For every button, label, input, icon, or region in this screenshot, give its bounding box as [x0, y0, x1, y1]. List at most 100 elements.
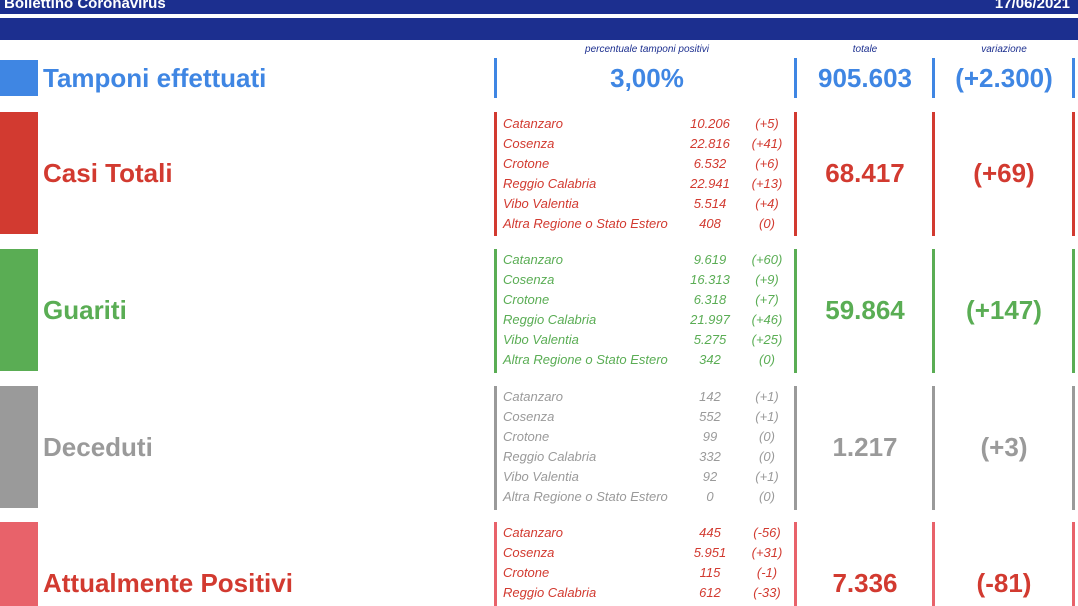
province-name: Vibo Valentia: [503, 469, 579, 484]
province-variation: (+6): [755, 156, 779, 171]
province-value: 99: [702, 429, 718, 444]
bulletin-title: Bollettino Coronavirus: [4, 0, 166, 12]
column-header-variazione: variazione: [981, 44, 1027, 55]
province-row: Reggio Calabria 22.941 (+13): [503, 174, 793, 194]
province-value: 10.206: [690, 116, 730, 131]
divider: [794, 58, 797, 98]
province-variation: (+13): [751, 176, 783, 191]
guariti-color-bar: [0, 249, 38, 371]
province-variation: (0): [759, 216, 775, 231]
province-row: Crotone 99 (0): [503, 427, 793, 447]
guariti-province-list: Catanzaro 9.619 (+60) Cosenza 16.313 (+9) Cr…: [503, 250, 793, 370]
province-variation: (+25): [751, 332, 783, 347]
province-variation: (0): [759, 449, 775, 464]
deceduti-label: Deceduti: [43, 432, 153, 462]
header-bar: Bollettino Coronavirus 17/06/2021: [0, 0, 1078, 14]
province-variation: (+1): [755, 409, 779, 424]
province-row: Cosenza 5.951 (+31): [503, 543, 793, 563]
province-row: Crotone 115 (-1): [503, 563, 793, 583]
province-variation: (+9): [755, 272, 779, 287]
divider: [794, 386, 797, 510]
province-name: Cosenza: [503, 409, 555, 424]
divider: [794, 522, 797, 606]
divider: [1072, 249, 1075, 373]
province-value: 408: [699, 216, 721, 231]
province-row: Cosenza 552 (+1): [503, 407, 793, 427]
province-row: Catanzaro 142 (+1): [503, 387, 793, 407]
province-variation: (0): [759, 489, 775, 504]
province-value: 6.532: [693, 156, 727, 171]
province-name: Cosenza: [503, 272, 555, 287]
province-row: Catanzaro 9.619 (+60): [503, 250, 793, 270]
province-row: Catanzaro 445 (-56): [503, 523, 793, 543]
province-row: Reggio Calabria 21.997 (+46): [503, 310, 793, 330]
province-name: Catanzaro: [503, 252, 563, 267]
province-variation: (+1): [755, 389, 779, 404]
casi-label: Casi Totali: [43, 158, 173, 188]
province-name: Cosenza: [503, 545, 555, 560]
province-value: 9.619: [693, 252, 727, 267]
deceduti-totale: 1.217: [832, 432, 898, 462]
province-row: Vibo Valentia 5.275 (+25): [503, 330, 793, 350]
tamponi-percent: 3,00%: [610, 63, 684, 93]
tamponi-variazione: (+2.300): [955, 63, 1053, 93]
province-value: 142: [699, 389, 721, 404]
tamponi-label: Tamponi effettuati: [43, 63, 267, 93]
province-value: 5.951: [693, 545, 727, 560]
province-value: 6.318: [693, 292, 727, 307]
province-value: 0: [706, 489, 714, 504]
divider: [494, 249, 497, 373]
province-name: Crotone: [503, 565, 550, 580]
province-name: Crotone: [503, 429, 550, 444]
province-variation: (0): [759, 429, 775, 444]
province-variation: (+41): [751, 136, 783, 151]
province-name: Crotone: [503, 156, 550, 171]
divider: [494, 112, 497, 236]
province-name: Cosenza: [503, 136, 555, 151]
province-row: Cosenza 16.313 (+9): [503, 270, 793, 290]
province-row: Crotone 6.318 (+7): [503, 290, 793, 310]
guariti-totale: 59.864: [825, 295, 905, 325]
divider: [932, 522, 935, 606]
guariti-label: Guariti: [43, 295, 127, 325]
guariti-variazione: (+147): [966, 295, 1042, 325]
province-value: 22.941: [690, 176, 730, 191]
province-value: 5.275: [693, 332, 727, 347]
deceduti-color-bar: [0, 386, 38, 508]
province-name: Reggio Calabria: [503, 312, 597, 327]
province-name: Reggio Calabria: [503, 585, 597, 600]
divider: [932, 112, 935, 236]
casi-province-list: Catanzaro 10.206 (+5) Cosenza 22.816 (+41) C…: [503, 114, 793, 234]
positivi-label: Attualmente Positivi: [43, 568, 293, 598]
province-name: Catanzaro: [503, 116, 563, 131]
province-value: 22.816: [690, 136, 730, 151]
province-variation: (-56): [753, 525, 781, 540]
province-row: Reggio Calabria 612 (-33): [503, 583, 793, 603]
province-variation: (+46): [751, 312, 783, 327]
divider: [932, 386, 935, 510]
province-variation: (-33): [753, 585, 781, 600]
divider: [1072, 522, 1075, 606]
province-name: Vibo Valentia: [503, 196, 579, 211]
deceduti-province-list: Catanzaro 142 (+1) Cosenza 552 (+1) Crotone 9…: [503, 387, 793, 507]
province-row: Crotone 6.532 (+6): [503, 154, 793, 174]
divider: [794, 112, 797, 236]
casi-variazione: (+69): [973, 158, 1035, 188]
province-variation: (+1): [755, 469, 779, 484]
section-tamponi: Tamponi effettuati 3,00% 905.603 (+2.300…: [0, 58, 1078, 98]
divider: [494, 58, 497, 98]
section-deceduti: Deceduti Catanzaro 142 (+1) Cosenza 552 (+1)…: [0, 386, 1078, 510]
province-name: Reggio Calabria: [503, 176, 597, 191]
province-name: Altra Regione o Stato Estero: [503, 489, 668, 504]
province-value: 16.313: [690, 272, 730, 287]
divider: [932, 249, 935, 373]
province-name: Crotone: [503, 292, 550, 307]
column-header-totale: totale: [852, 44, 878, 55]
province-row: Altra Regione o Stato Estero 408 (0): [503, 214, 793, 234]
province-variation: (+7): [755, 292, 779, 307]
province-value: 445: [699, 525, 721, 540]
province-value: 92: [702, 469, 718, 484]
province-name: Altra Regione o Stato Estero: [503, 352, 668, 367]
province-variation: (+4): [755, 196, 779, 211]
province-name: Catanzaro: [503, 525, 563, 540]
